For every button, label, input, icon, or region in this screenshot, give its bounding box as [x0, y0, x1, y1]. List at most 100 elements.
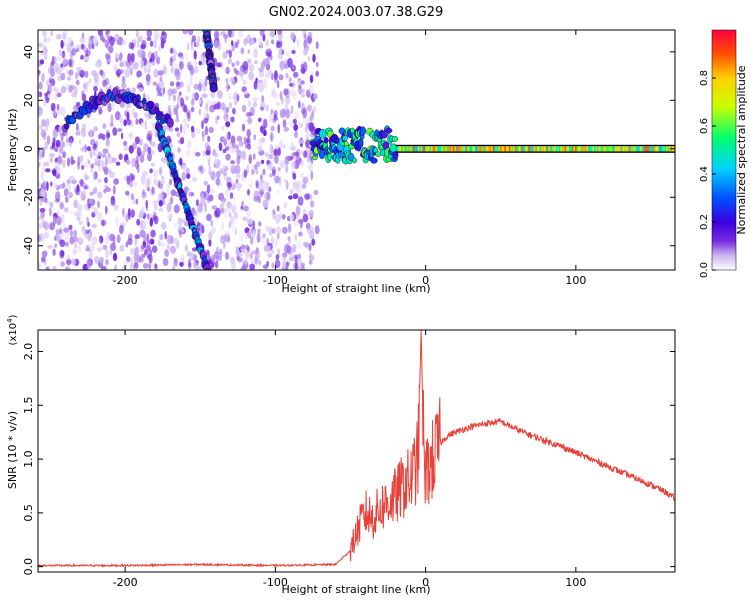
heatmap-cell [146, 233, 150, 243]
heatmap-feature-3 [202, 30, 218, 93]
heatmap-cell [309, 74, 314, 84]
heatmap-cell [88, 78, 92, 83]
heatmap-cell [93, 186, 98, 195]
heatmap-cell [238, 69, 245, 77]
heatmap-cell [101, 219, 105, 227]
heatmap-cell [224, 146, 230, 151]
colorbar-gradient [711, 29, 737, 271]
heatmap-cell [79, 37, 86, 43]
heatmap-cell [127, 233, 133, 241]
heatmap-cell [302, 213, 309, 223]
heatmap-cell [297, 100, 301, 109]
heatmap-cell [150, 40, 154, 47]
heatmap-cell [80, 43, 85, 50]
heatmap-cell [158, 167, 163, 175]
heatmap-cell [198, 108, 202, 116]
heatmap-cell [266, 245, 272, 253]
heatmap-cell [295, 240, 302, 251]
heatmap-cell [88, 36, 92, 46]
heatmap-cell [178, 228, 184, 233]
heatmap-cell [64, 232, 69, 242]
heatmap-cell [263, 130, 267, 137]
heatmap-cell [86, 146, 91, 152]
heatmap-cell [243, 136, 247, 145]
heatmap-cell [48, 76, 52, 83]
heatmap-cell [146, 213, 150, 220]
heatmap-cell [56, 109, 61, 116]
heatmap-cell [306, 228, 312, 234]
heatmap-cell [64, 266, 71, 270]
heatmap-cell [290, 89, 297, 97]
heatmap-cell [51, 141, 56, 149]
heatmap-cell [292, 93, 298, 100]
heatmap-cell [38, 42, 43, 48]
heatmap-cell [256, 139, 263, 148]
heatmap-cell [228, 254, 231, 262]
heatmap-cell [158, 207, 164, 212]
heatmap-feature-4 [309, 125, 399, 165]
heatmap-cell [238, 252, 243, 258]
heatmap-cell [247, 189, 250, 196]
heatmap-cell [119, 244, 125, 252]
heatmap-cell [160, 179, 166, 184]
heatmap-cell [52, 169, 57, 175]
heatmap-cell [125, 241, 129, 248]
heatmap-cell [223, 240, 226, 250]
heatmap-cell [38, 181, 41, 188]
heatmap-cell [121, 82, 127, 90]
heatmap-cell [129, 247, 136, 256]
heatmap-cell [231, 204, 237, 214]
heatmap-cell [139, 209, 144, 219]
heatmap-cell [303, 107, 308, 115]
heatmap-cell [91, 236, 98, 245]
heatmap-cell [271, 262, 274, 269]
y-tick-label: -20 [22, 188, 35, 206]
heatmap-cell [68, 138, 73, 148]
heatmap-cell [115, 57, 119, 63]
heatmap-cell [245, 111, 252, 118]
heatmap-cell [41, 163, 46, 174]
heatmap-cell [370, 157, 378, 164]
heatmap-cell [301, 183, 307, 189]
heatmap-cell [80, 154, 84, 162]
heatmap-cell [179, 257, 185, 263]
heatmap-cell [238, 30, 244, 38]
heatmap-cell [193, 60, 197, 66]
heatmap-cell [292, 172, 297, 180]
heatmap-cell [166, 117, 174, 128]
heatmap-cell [89, 191, 94, 196]
heatmap-cell [271, 249, 275, 254]
heatmap-cell [261, 181, 268, 191]
heatmap-cell [224, 37, 227, 44]
heatmap-cell [122, 207, 125, 218]
heatmap-cell [266, 159, 271, 165]
heatmap-cell [190, 125, 195, 133]
heatmap-cell [277, 167, 281, 172]
heatmap-cell [99, 33, 104, 41]
heatmap-cell [245, 143, 248, 149]
heatmap-cell [148, 262, 152, 270]
heatmap-cell [254, 60, 258, 65]
heatmap-cell [205, 125, 208, 136]
heatmap-cell [146, 30, 153, 38]
heatmap-feature-5 [395, 144, 675, 153]
heatmap-cell [210, 91, 216, 99]
heatmap-cell [144, 249, 147, 256]
heatmap-cell [391, 136, 399, 142]
heatmap-cell [233, 211, 239, 220]
heatmap-cell [97, 200, 101, 209]
heatmap-cell [272, 166, 276, 175]
heatmap-cell [53, 110, 57, 117]
heatmap-cell [145, 245, 152, 252]
heatmap-cell [68, 84, 73, 93]
heatmap-cell [145, 73, 151, 82]
heatmap-cell [233, 164, 239, 173]
heatmap-cell [225, 251, 229, 261]
heatmap-cell [95, 61, 101, 68]
heatmap-cell [54, 147, 58, 152]
heatmap-cell [253, 48, 258, 59]
heatmap-cell [270, 109, 273, 115]
heatmap-cell [274, 259, 281, 269]
heatmap-cell [76, 123, 79, 131]
heatmap-cell [242, 216, 248, 222]
